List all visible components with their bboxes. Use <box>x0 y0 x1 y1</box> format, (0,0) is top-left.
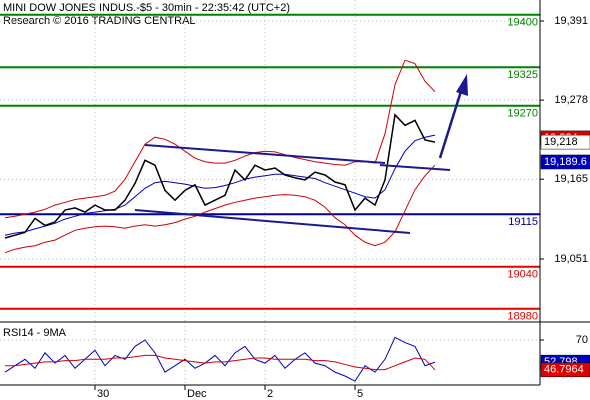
level-label: 19400 <box>507 17 538 29</box>
price-tag-label: 19,189.6 <box>544 156 587 168</box>
chart-subtitle: Research © 2016 TRADING CENTRAL <box>3 15 196 27</box>
arrow <box>438 87 464 159</box>
level-label: 19325 <box>507 69 538 81</box>
x-tick-label: 5 <box>357 388 363 400</box>
trend-line <box>144 144 386 164</box>
series-line <box>4 113 436 239</box>
level-label: 19270 <box>507 108 538 120</box>
y-tick-label: 19,391 <box>554 15 588 27</box>
annotations <box>134 74 468 234</box>
price-tag-label: 46.7964 <box>544 364 584 376</box>
level-label: 18980 <box>507 311 538 323</box>
y-tick-label: 19,278 <box>554 94 588 106</box>
price-tag-label: 19,218 <box>544 136 578 148</box>
y-tick-label: 19,165 <box>554 173 588 185</box>
arrow-head <box>456 74 468 96</box>
x-tick-label: Dec <box>187 388 207 400</box>
trend-line <box>134 209 411 234</box>
series-line <box>5 354 436 371</box>
price-tag <box>540 134 590 150</box>
price-tag <box>540 154 590 170</box>
series-line <box>4 134 436 236</box>
level-label: 19115 <box>508 216 538 228</box>
price-tag <box>540 362 590 378</box>
x-tick-label: 2 <box>267 388 273 400</box>
x-tick-label: 30 <box>97 388 109 400</box>
level-label: 19040 <box>507 269 538 281</box>
trend-line <box>379 164 451 171</box>
y-tick-label: 70 <box>576 334 588 346</box>
y-tick-label: 19,051 <box>554 253 588 265</box>
chart-title: MINI DOW JONES INDUS.-$5 - 30min - 22:35… <box>3 2 290 14</box>
series-line <box>4 164 436 254</box>
rsi-title: RSI14 - 9MA <box>3 327 67 339</box>
